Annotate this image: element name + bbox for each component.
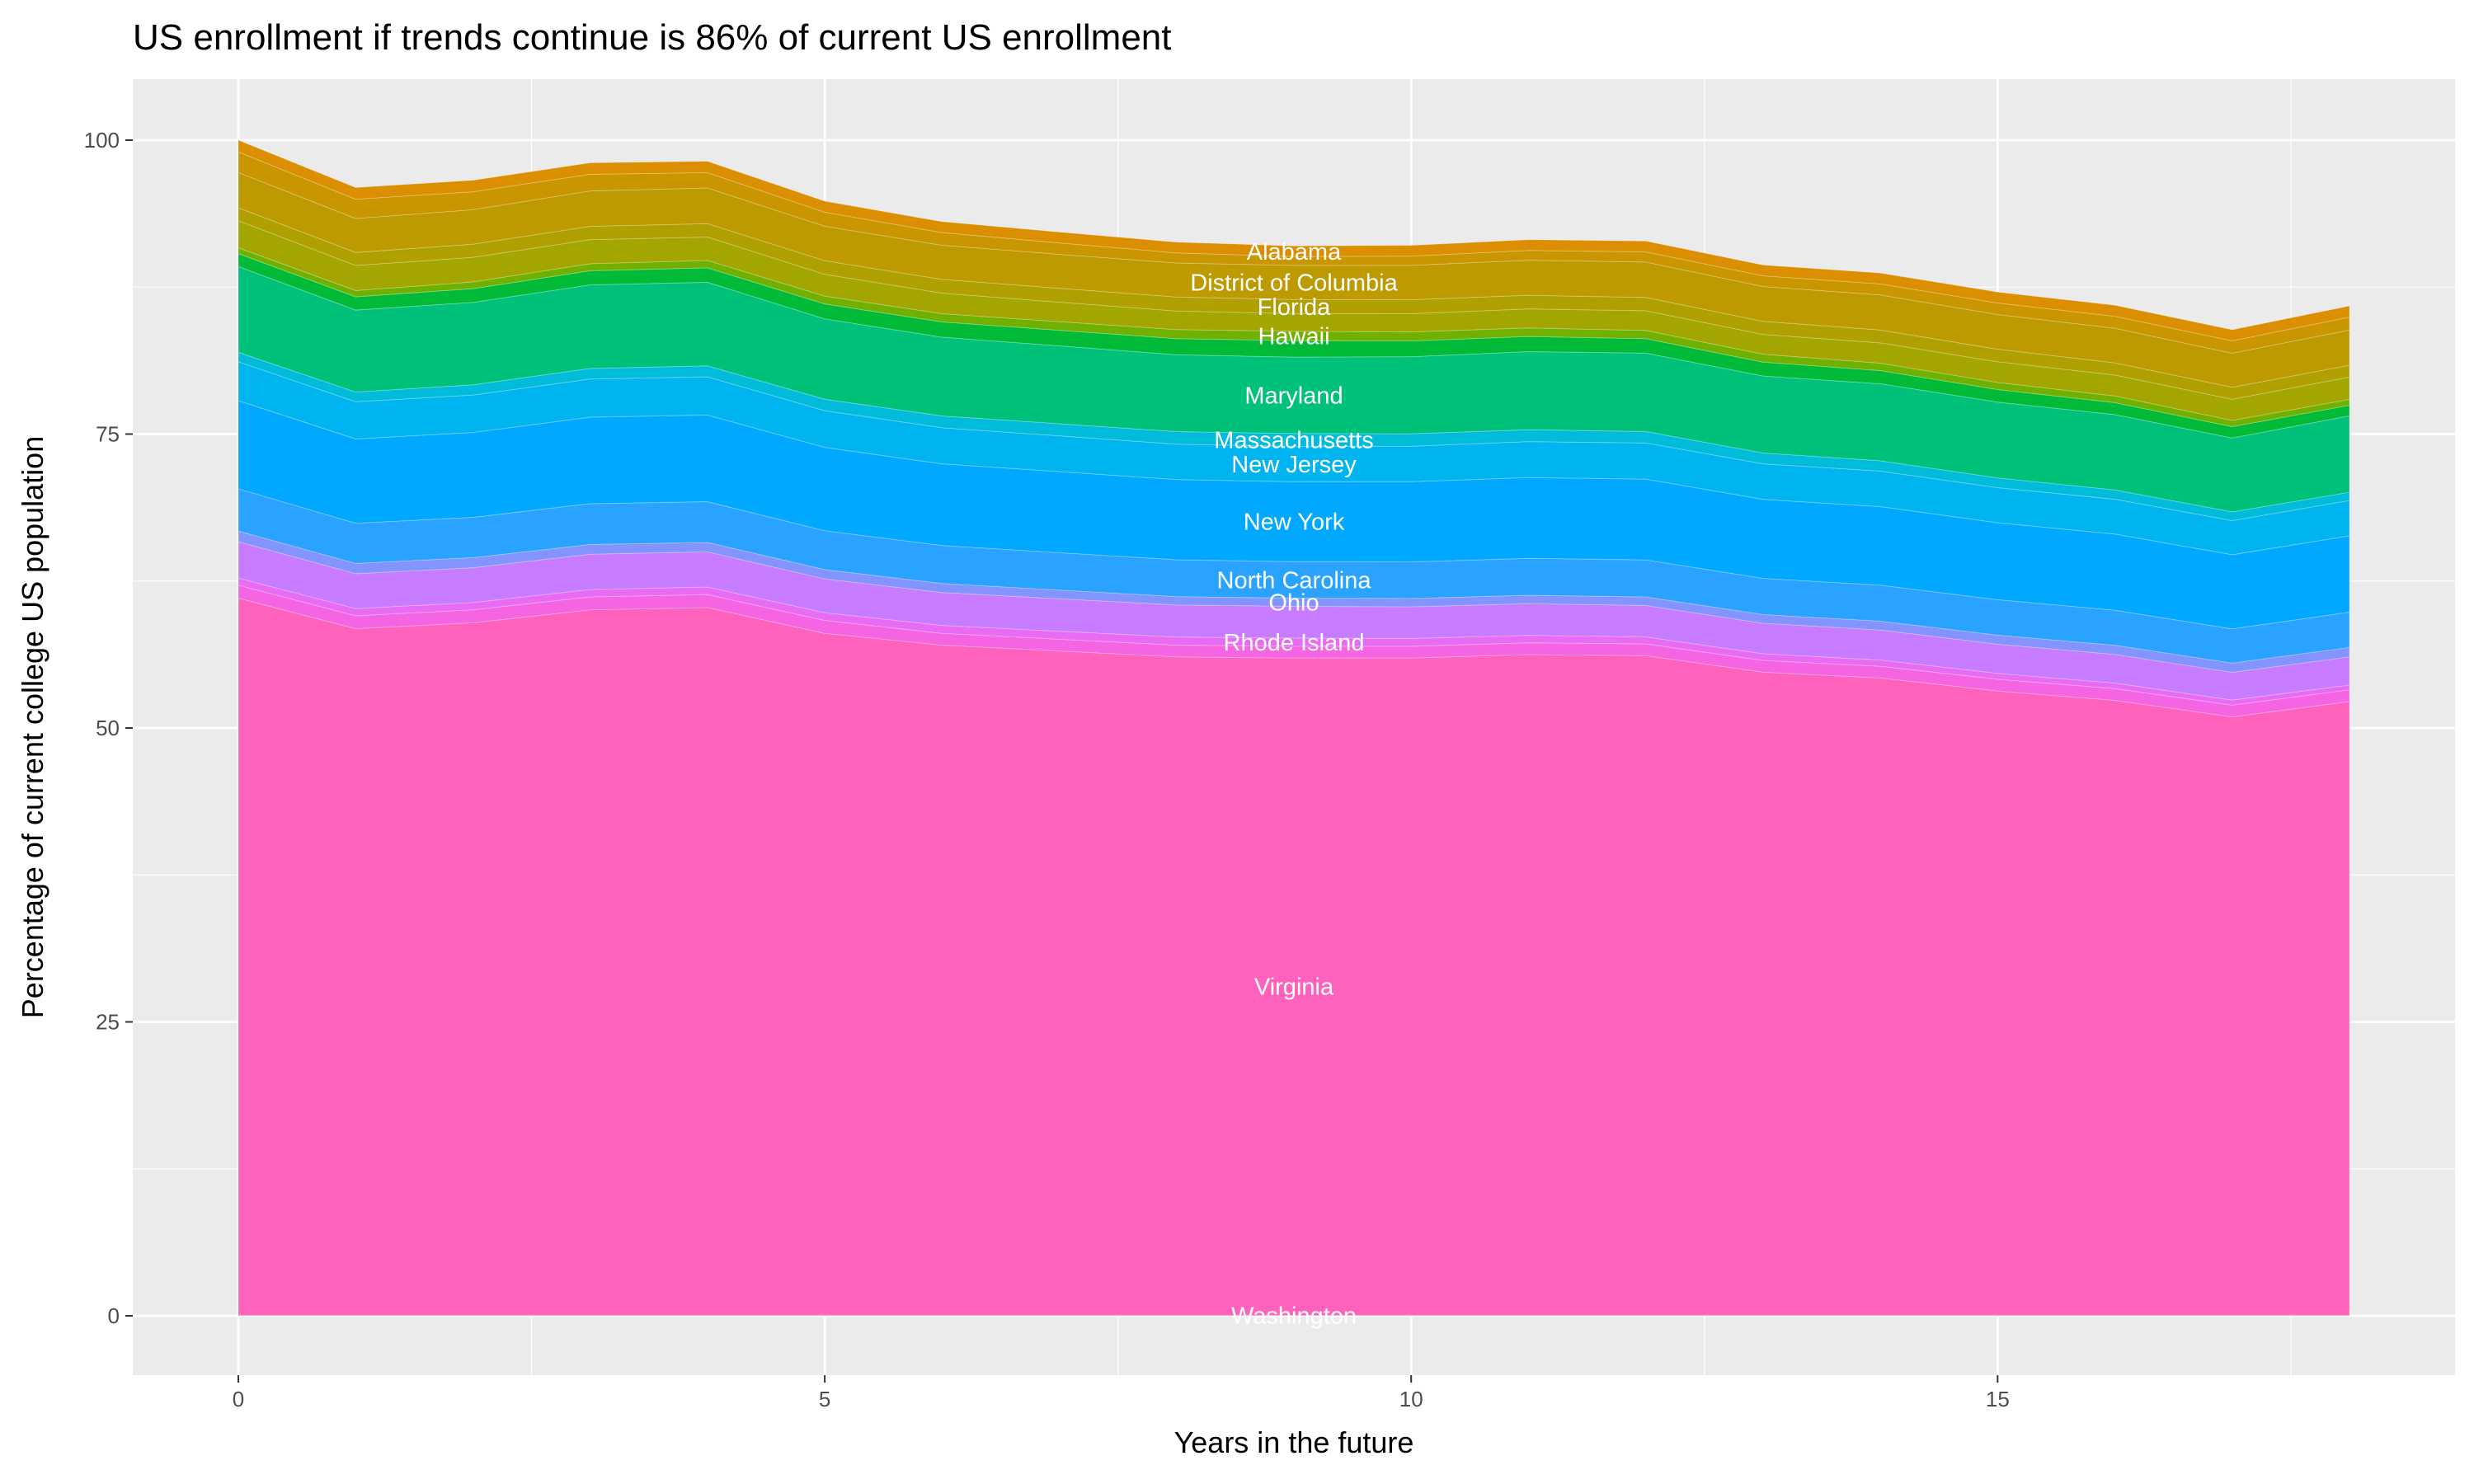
x-axis-title: Years in the future — [1174, 1425, 1414, 1459]
area-label: Rhode Island — [1224, 630, 1365, 656]
area-new-jersey — [238, 361, 2350, 556]
area-label: District of Columbia — [1190, 270, 1398, 297]
area-unlabeled-13 — [238, 219, 2350, 421]
area-label: Massachusetts — [1214, 428, 1373, 454]
area-north-carolina — [238, 488, 2350, 664]
area-unlabeled-4 — [238, 541, 2350, 701]
area-label: Florida — [1258, 294, 1332, 321]
x-tick-label: 10 — [1399, 1387, 1423, 1411]
y-tick-label: 75 — [96, 422, 120, 447]
area-label: Hawaii — [1258, 323, 1329, 350]
area-alabama — [238, 139, 2350, 341]
area-district-of-columbia — [238, 171, 2350, 388]
y-axis-title: Percentage of current college US populat… — [16, 436, 49, 1018]
area-labels: Washington Virginia Rhode Island OhioNorth … — [1190, 239, 1398, 1330]
y-tick-label: 50 — [96, 716, 120, 740]
area-series — [238, 139, 2350, 1317]
area-label: New Jersey — [1231, 452, 1357, 478]
y-axis: 0 25 50 75 100 — [84, 128, 133, 1328]
area-label: New York — [1244, 510, 1345, 536]
y-tick-label: 25 — [96, 1010, 120, 1035]
x-tick-label: 5 — [819, 1387, 830, 1411]
area-label: Virginia — [1254, 974, 1334, 1001]
x-axis: 0 5 10 15 — [233, 1375, 2010, 1411]
y-tick-label: 0 — [108, 1303, 120, 1328]
area-hawaii — [238, 247, 2350, 428]
area-unlabeled-11 — [238, 252, 2350, 439]
area-ohio — [238, 530, 2350, 674]
area-label: Maryland — [1244, 383, 1343, 409]
area-new-york — [238, 400, 2350, 630]
x-tick-label: 15 — [1986, 1387, 2010, 1411]
y-tick-label: 100 — [84, 128, 120, 153]
area-label: Washington — [1231, 1303, 1357, 1330]
area-label: Ohio — [1268, 589, 1319, 616]
area-label: Alabama — [1247, 239, 1342, 265]
area-rhode-island — [238, 577, 2350, 706]
area-label: North Carolina — [1217, 567, 1372, 594]
chart-title: US enrollment if trends continue is 86% … — [133, 17, 1171, 58]
area-virginia — [238, 597, 2350, 1316]
x-tick-label: 0 — [233, 1387, 244, 1411]
